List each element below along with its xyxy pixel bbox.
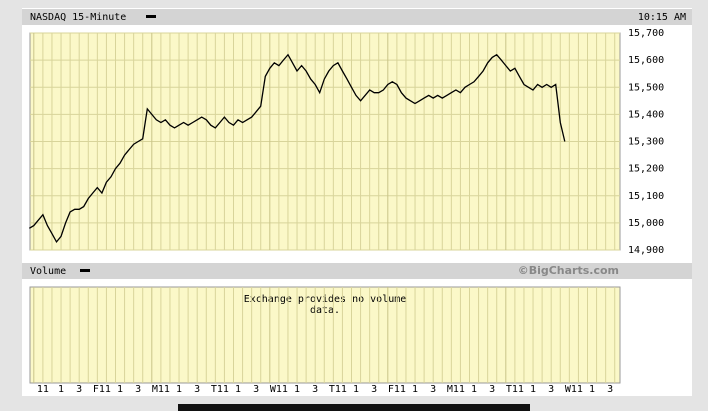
volume-area <box>29 286 621 384</box>
y-tick-label: 14,900 <box>628 245 664 256</box>
x-tick-label: 3 <box>312 384 318 395</box>
x-tick-label: 1 <box>58 384 64 395</box>
x-tick-label: 1 <box>353 384 359 395</box>
time-label: 10:15 AM <box>638 12 686 23</box>
chart-title: NASDAQ 15-Minute <box>30 12 126 23</box>
x-tick-label: 3 <box>430 384 436 395</box>
x-tick-label: 1 <box>471 384 477 395</box>
y-tick-label: 15,100 <box>628 191 664 202</box>
x-tick-label: 3 <box>194 384 200 395</box>
x-tick-label: M11 <box>152 384 170 395</box>
x-tick-label: M11 <box>447 384 465 395</box>
x-tick-label: F11 <box>388 384 406 395</box>
volume-note: Exchange provides no volume data. <box>243 294 407 316</box>
x-tick-label: 1 <box>294 384 300 395</box>
x-tick-label: 3 <box>76 384 82 395</box>
scroll-bar <box>178 404 530 411</box>
volume-label: Volume <box>30 266 66 277</box>
y-tick-label: 15,400 <box>628 109 664 120</box>
x-tick-label: 1 <box>589 384 595 395</box>
x-tick-label: 1 <box>530 384 536 395</box>
x-tick-label: 3 <box>135 384 141 395</box>
x-tick-label: T11 <box>329 384 347 395</box>
x-tick-label: 3 <box>607 384 613 395</box>
x-tick-label: 3 <box>371 384 377 395</box>
marks-group <box>28 53 566 244</box>
grid-group: 14,900 15,000 15,100 15,200 15,300 15,400 15,5… <box>30 28 664 395</box>
x-tick-label: W11 <box>565 384 583 395</box>
volume-dash <box>80 269 90 272</box>
x-tick-label: 3 <box>253 384 259 395</box>
y-tick-label: 15,700 <box>628 28 664 39</box>
credit: ©BigCharts.com <box>518 264 619 277</box>
volume-note-box: Exchange provides no volume data. <box>243 294 407 316</box>
x-tick-label: 3 <box>548 384 554 395</box>
header-bar <box>22 9 692 25</box>
x-tick-label: 1 <box>117 384 123 395</box>
y-tick-label: 15,600 <box>628 55 664 66</box>
x-tick-label: 1 <box>235 384 241 395</box>
x-tick-label: 1 <box>412 384 418 395</box>
x-tick-label: T11 <box>506 384 524 395</box>
x-tick-label: T11 <box>211 384 229 395</box>
y-tick-label: 15,300 <box>628 137 664 148</box>
volume-bar <box>22 263 692 279</box>
x-tick-label: F11 <box>93 384 111 395</box>
title-dash <box>146 15 156 18</box>
x-tick-label: W11 <box>270 384 288 395</box>
x-tick-label: 1 <box>176 384 182 395</box>
y-tick-label: 15,000 <box>628 218 664 229</box>
x-tick-label: 11 <box>37 384 49 395</box>
y-tick-label: 15,500 <box>628 82 664 93</box>
x-tick-label: 3 <box>489 384 495 395</box>
y-tick-label: 15,200 <box>628 164 664 175</box>
price-line <box>28 53 566 244</box>
